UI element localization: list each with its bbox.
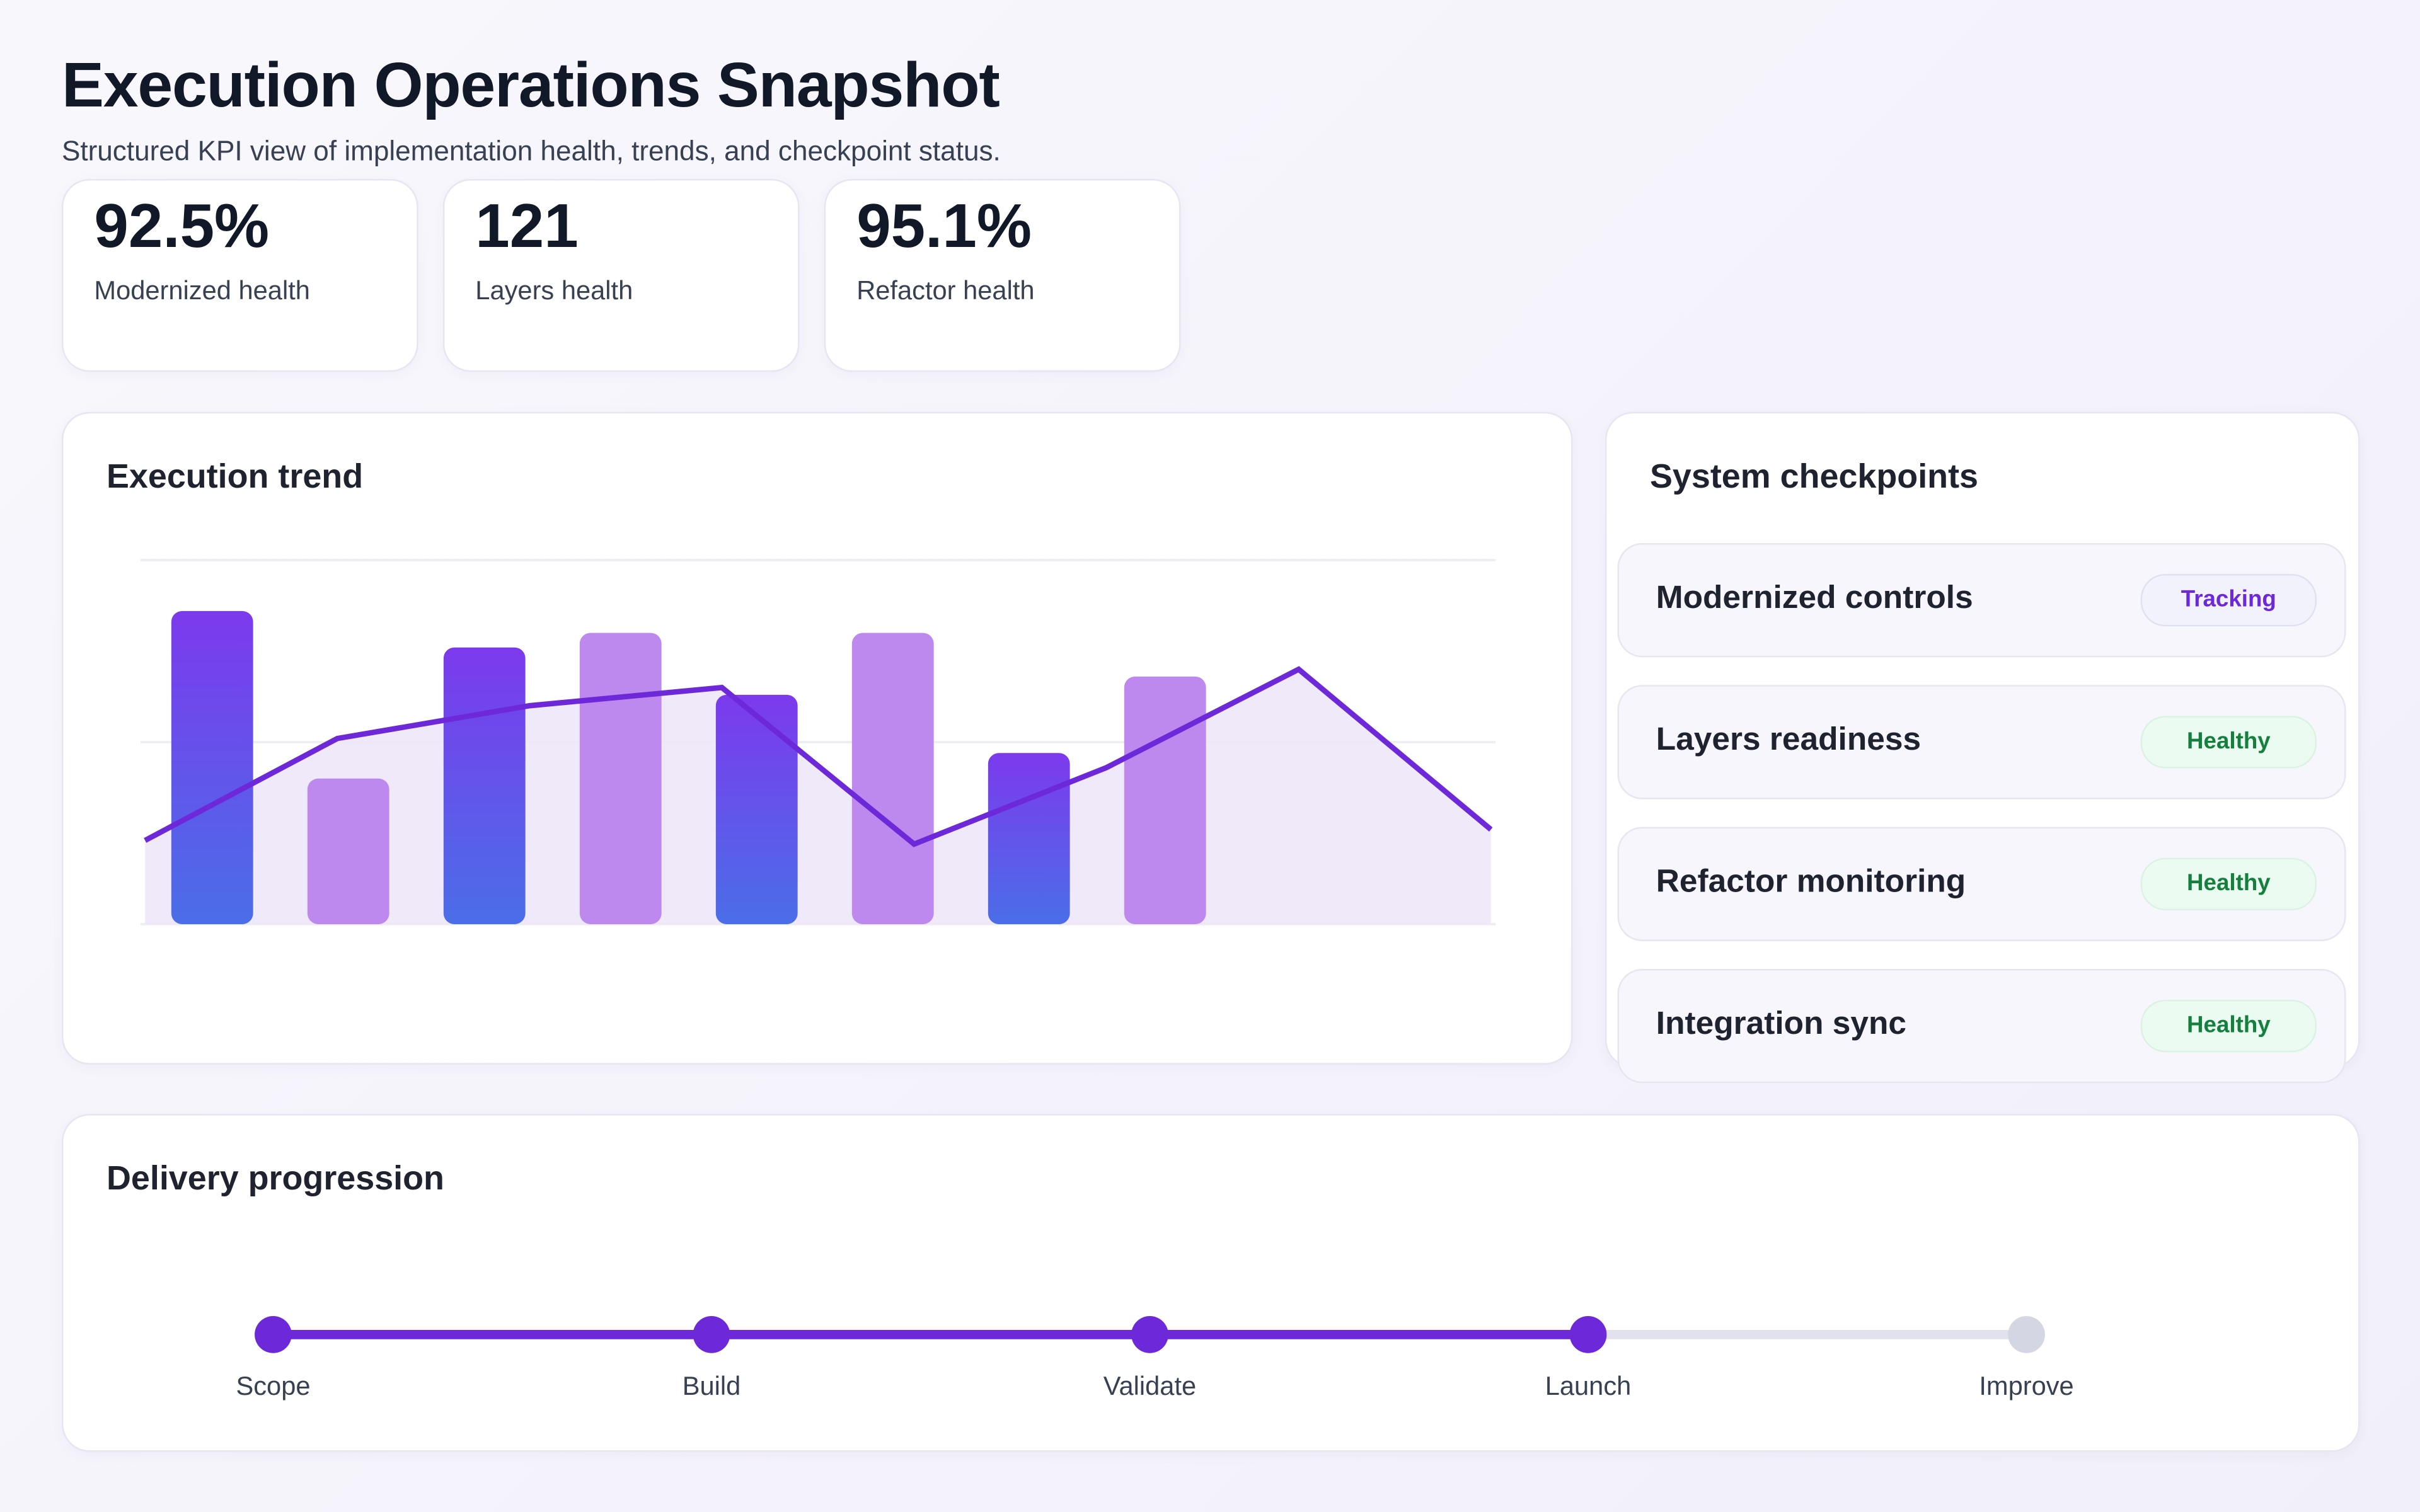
bar bbox=[851, 633, 934, 924]
step-dot-improve bbox=[2008, 1315, 2045, 1353]
kpi-value: 95.1% bbox=[856, 193, 1032, 261]
kpi-label: Refactor health bbox=[856, 276, 1035, 306]
kpi-card-modernized: 92.5% Modernized health bbox=[61, 179, 418, 372]
kpi-label: Layers health bbox=[475, 276, 633, 306]
step-label: Scope bbox=[236, 1372, 311, 1401]
checkpoint-label: Integration sync bbox=[1656, 1005, 1907, 1042]
execution-trend-card: Execution trend bbox=[61, 411, 1573, 1065]
step-dot-build bbox=[693, 1315, 730, 1353]
checkpoint-label: Layers readiness bbox=[1656, 722, 1922, 758]
page-title: Execution Operations Snapshot bbox=[61, 49, 1000, 121]
delivery-progression-title: Delivery progression bbox=[106, 1159, 445, 1198]
progress-segment bbox=[711, 1330, 1150, 1339]
delivery-progression-card: Delivery progression Scope Build Validate L… bbox=[61, 1114, 2360, 1452]
checkpoint-modernized-controls[interactable]: Modernized controls Tracking bbox=[1617, 543, 2346, 658]
execution-trend-title: Execution trend bbox=[106, 456, 364, 496]
bar bbox=[988, 753, 1070, 924]
status-badge: Healthy bbox=[2140, 999, 2317, 1053]
step-label: Validate bbox=[1103, 1372, 1197, 1401]
progress-segment bbox=[1150, 1330, 1589, 1339]
bar bbox=[307, 778, 389, 924]
step-dot-validate bbox=[1131, 1315, 1168, 1353]
step-label: Build bbox=[682, 1372, 741, 1401]
status-badge: Tracking bbox=[2140, 574, 2317, 627]
system-checkpoints-title: System checkpoints bbox=[1649, 456, 1979, 496]
kpi-label: Modernized health bbox=[94, 276, 310, 306]
bar bbox=[715, 694, 798, 924]
trend-line bbox=[144, 666, 1493, 847]
checkpoint-integration-sync[interactable]: Integration sync Healthy bbox=[1617, 968, 2346, 1084]
progress-segment bbox=[273, 1330, 712, 1339]
checkpoint-label: Modernized controls bbox=[1656, 580, 1973, 616]
status-badge: Healthy bbox=[2140, 716, 2317, 769]
execution-trend-chart bbox=[140, 559, 1496, 925]
step-label: Launch bbox=[1545, 1372, 1632, 1401]
checkpoint-label: Refactor monitoring bbox=[1656, 864, 1966, 900]
checkpoint-list: Modernized controls Tracking Layers read… bbox=[1605, 412, 2357, 1091]
page-subtitle: Structured KPI view of implementation he… bbox=[61, 135, 1001, 167]
bar bbox=[171, 610, 253, 924]
step-dot-scope bbox=[255, 1315, 292, 1353]
kpi-card-refactor: 95.1% Refactor health bbox=[824, 179, 1181, 372]
bar bbox=[443, 647, 526, 924]
kpi-value: 92.5% bbox=[94, 193, 270, 261]
status-badge: Healthy bbox=[2140, 857, 2317, 910]
kpi-card-layers: 121 Layers health bbox=[442, 179, 800, 372]
step-dot-launch bbox=[1569, 1315, 1607, 1353]
bar bbox=[579, 633, 662, 924]
checkpoint-refactor-monitoring[interactable]: Refactor monitoring Healthy bbox=[1617, 827, 2346, 941]
bar bbox=[1124, 676, 1206, 924]
step-label: Improve bbox=[1979, 1372, 2074, 1401]
progress-segment bbox=[1588, 1330, 2027, 1339]
checkpoint-layers-readiness[interactable]: Layers readiness Healthy bbox=[1617, 685, 2346, 799]
kpi-value: 121 bbox=[475, 193, 579, 261]
delivery-stepper: Scope Build Validate Launch Improve bbox=[63, 1116, 2358, 1450]
